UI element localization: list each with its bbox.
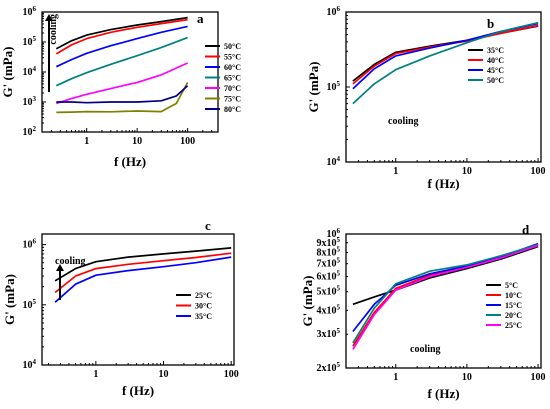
y-tick-label: 103 (23, 95, 37, 108)
y-tick-label: 105 (23, 298, 37, 311)
series-line-a-0 (55, 16, 188, 50)
x-tick-label: 100 (531, 372, 546, 383)
x-axis-label: f (Hz) (427, 176, 459, 191)
series-line-a-5 (56, 82, 189, 114)
y-tick-label: 6x105 (317, 270, 341, 283)
panel-letter: b (487, 16, 494, 31)
plot-frame (41, 11, 219, 133)
x-tick-label: 10 (132, 136, 142, 147)
y-axis-label: G' (mPa) (0, 47, 15, 98)
legend-label: 20°C (505, 311, 522, 320)
y-tick-label: 106 (327, 227, 341, 240)
panel-letter: d (522, 222, 530, 237)
y-tick-label: 106 (327, 5, 341, 18)
legend: 25°C 30°C35°C (176, 291, 212, 321)
x-tick-label: 1 (393, 372, 398, 383)
y-tick-label: 4x105 (317, 303, 341, 316)
y-axis-label: G' (mPa) (2, 274, 17, 325)
x-tick-label: 10 (462, 372, 472, 383)
series-line-a-4 (56, 62, 188, 105)
x-tick-label: 10 (462, 166, 472, 177)
series-line-b-3 (352, 21, 539, 105)
panel-letter: a (197, 11, 204, 26)
legend-label: 75°C (224, 95, 241, 104)
y-axis-label: G' (mPa) (306, 62, 321, 113)
legend-label: 65°C (224, 74, 241, 83)
series-line-d-0 (352, 245, 539, 306)
cooling-arrow-head (56, 264, 64, 271)
y-tick-label: 106 (23, 5, 37, 18)
plot-frame (41, 233, 235, 366)
series-line-a-1 (55, 18, 188, 55)
series-line-c-0 (54, 247, 232, 282)
legend-label: 5°C (505, 281, 518, 290)
legend-label: 25°C (195, 291, 212, 300)
x-axis-label: f (Hz) (114, 154, 146, 169)
cooling-arrow-head (45, 14, 53, 21)
x-tick-label: 1 (84, 136, 89, 147)
y-tick-label: 8x105 (317, 246, 341, 259)
legend-label: 55°C (224, 53, 241, 62)
series-line-a-2 (55, 25, 188, 68)
cooling-annotation: cooling (48, 14, 59, 45)
x-tick-label: 100 (224, 369, 239, 380)
cooling-annotation: cooling (388, 116, 419, 127)
y-tick-label: 7x105 (317, 257, 341, 270)
y-tick-label: 5x105 (317, 285, 341, 298)
legend-label: 35°C (487, 46, 504, 55)
plot-frame (345, 233, 542, 369)
x-axis-label: f (Hz) (427, 386, 459, 401)
legend-label: 25°C (505, 321, 522, 330)
y-tick-label: 105 (327, 80, 341, 93)
x-tick-label: 100 (180, 136, 195, 147)
series-line-c-1 (54, 252, 232, 294)
panel-b: 1 10 100 104 105 106 35°C40°C45°C50°C b f (Hz) G'… (306, 5, 546, 191)
y-tick-label: 105 (23, 35, 37, 48)
legend-label: 30°C (195, 302, 212, 311)
y-tick-label: 104 (23, 358, 37, 371)
y-tick-label: 104 (327, 155, 341, 168)
legend-label: 50°C (487, 76, 504, 85)
x-tick-label: 100 (531, 166, 546, 177)
series-line-d-2 (352, 242, 539, 333)
x-axis-label: f (Hz) (122, 383, 154, 398)
legend-label: 50°C (224, 42, 241, 51)
legend: 5°C10°C15°C20°C25°C (486, 281, 522, 330)
x-tick-label: 10 (159, 369, 169, 380)
y-tick-label: 102 (23, 125, 37, 138)
legend-label: 15°C (505, 301, 522, 310)
series-line-a-3 (55, 36, 188, 87)
cooling-annotation: cooling (410, 344, 441, 355)
legend-label: 60°C (224, 63, 241, 72)
series-line-a-6 (56, 85, 189, 104)
legend-label: 10°C (505, 291, 522, 300)
legend-label: 70°C (224, 84, 241, 93)
y-tick-label: 9x105 (317, 236, 341, 249)
y-tick-label: 104 (23, 65, 37, 78)
plot-frame (345, 11, 542, 163)
y-tick-label: 106 (23, 238, 37, 251)
y-tick-label: 2x105 (317, 361, 341, 374)
panel-d: 1 10 100 2x105 3x105 4x105 5x105 6x1057x1058x10… (300, 222, 546, 401)
panel-a: 1 10 100 102 103 104 105 106 50°C 55°C60°C 65°C70°… (0, 5, 241, 169)
y-axis-label: G' (mPa) (300, 276, 315, 327)
series-line-c-2 (54, 256, 232, 303)
legend-label: 35°C (195, 312, 212, 321)
x-tick-label: 1 (93, 369, 98, 380)
x-tick-label: 1 (393, 166, 398, 177)
legend-label: 45°C (487, 66, 504, 75)
panel-letter: c (205, 218, 211, 233)
y-tick-label: 3x105 (317, 327, 341, 340)
legend: 35°C40°C45°C50°C (468, 46, 504, 85)
panel-c: 1 10 100 104 105 106 25°C 30°C35°C c f (Hz) G' (mP… (2, 218, 239, 398)
series-line-d-4 (352, 244, 539, 350)
legend-label: 80°C (224, 105, 241, 114)
series-line-b-0 (352, 25, 539, 82)
cooling-annotation: cooling (55, 256, 86, 267)
legend: 50°C 55°C60°C 65°C70°C 75°C80°C (205, 42, 241, 114)
series-line-d-3 (352, 243, 539, 344)
series-line-b-1 (352, 24, 539, 85)
legend-label: 40°C (487, 56, 504, 65)
